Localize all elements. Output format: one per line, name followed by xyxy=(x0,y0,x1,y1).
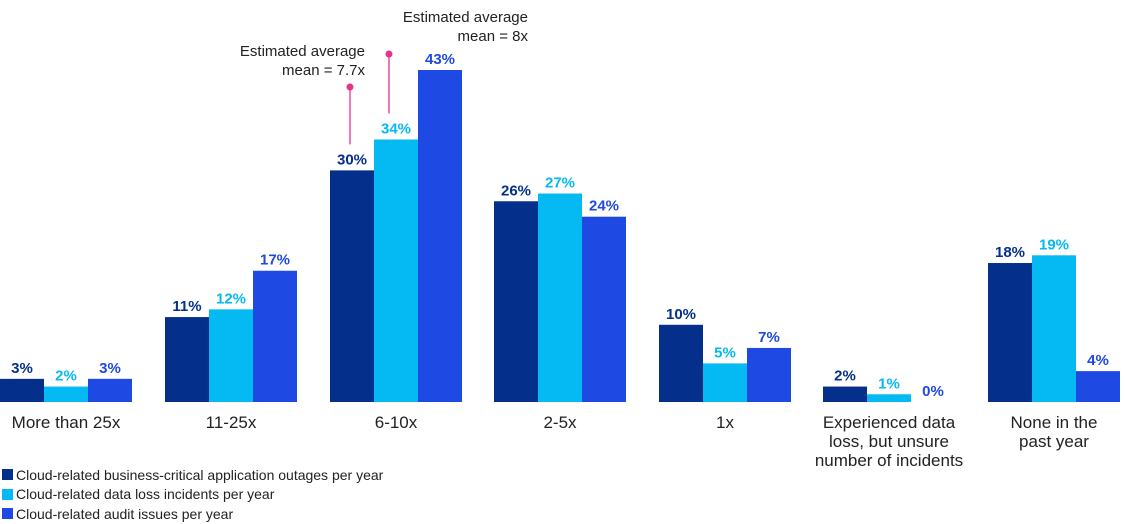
value-label: 11% xyxy=(172,298,201,315)
category-label-line: 11-25x xyxy=(206,413,257,432)
bar-2-4 xyxy=(538,193,582,402)
category-label: 6-10x xyxy=(375,413,418,432)
value-label: 19% xyxy=(1039,236,1069,253)
bar-2-6 xyxy=(867,394,911,402)
value-label: 18% xyxy=(995,244,1025,261)
value-labels-group: 3% 2% 3% 11% 12% 17% 30% 34% 43% 26% 27% 24% 10% 5% 7%… xyxy=(11,51,1109,400)
value-label: 10% xyxy=(666,306,696,323)
bar-3-3 xyxy=(418,70,462,402)
category-label: 11-25x xyxy=(206,413,257,432)
value-label: 2% xyxy=(834,368,856,385)
chart-legend: Cloud-related business-critical applicat… xyxy=(2,465,383,524)
value-label: 1% xyxy=(878,375,900,392)
value-label: 30% xyxy=(337,151,367,168)
bar-3-5 xyxy=(747,347,791,402)
category-label: More than 25x xyxy=(12,413,121,432)
category-label-line: Experienced data xyxy=(823,413,956,432)
category-label-line: 2-5x xyxy=(543,413,577,432)
value-label: 2% xyxy=(55,368,77,385)
value-label: 24% xyxy=(589,198,619,215)
bar-1-2 xyxy=(165,317,209,402)
value-label: 0% xyxy=(922,383,944,400)
annotation-text: Estimated average mean = 8x xyxy=(403,9,529,45)
bar-1-3 xyxy=(330,170,374,402)
annotation-text: Estimated average mean = 7.7x xyxy=(240,43,366,79)
value-label: 17% xyxy=(260,252,290,269)
bar-1-1 xyxy=(0,378,44,402)
bar-3-7 xyxy=(1076,371,1120,402)
bars-group xyxy=(0,70,1120,402)
bar-2-7 xyxy=(1032,255,1076,402)
category-label-line: 6-10x xyxy=(375,413,418,432)
category-label-line: None in the xyxy=(1011,413,1098,432)
legend-swatch xyxy=(2,508,13,520)
annotation-text-line: mean = 8x xyxy=(458,28,529,45)
bar-3-4 xyxy=(582,216,626,402)
bar-1-6 xyxy=(823,386,867,402)
bar-2-5 xyxy=(703,363,747,402)
bar-2-2 xyxy=(209,309,253,402)
legend-item: Cloud-related business-critical applicat… xyxy=(2,465,383,485)
value-label: 5% xyxy=(714,344,736,361)
legend-swatch xyxy=(2,488,13,500)
bar-3-2 xyxy=(253,270,297,402)
category-label: Experienced data loss, but unsure number o… xyxy=(815,413,963,470)
category-label-line: loss, but unsure xyxy=(829,432,949,451)
category-label-line: number of incidents xyxy=(815,451,963,470)
category-label-line: 1x xyxy=(716,413,734,432)
value-label: 7% xyxy=(758,329,780,346)
bar-2-3 xyxy=(374,139,418,402)
legend-label: Cloud-related business-critical applicat… xyxy=(16,466,384,483)
legend-item: Cloud-related data loss incidents per ye… xyxy=(2,485,383,505)
legend-item: Cloud-related audit issues per year xyxy=(2,504,383,524)
bar-1-7 xyxy=(988,263,1032,402)
annotation-text-line: Estimated average xyxy=(403,9,528,26)
legend-swatch xyxy=(2,469,13,481)
category-labels-group: More than 25x 11-25x 6-10x 2-5x 1x Experience… xyxy=(12,413,1098,470)
value-label: 27% xyxy=(545,175,575,192)
bar-2-1 xyxy=(44,386,88,402)
value-label: 26% xyxy=(501,182,531,199)
category-label: 2-5x xyxy=(543,413,577,432)
annotation-text-line: mean = 7.7x xyxy=(282,62,365,79)
bar-1-5 xyxy=(659,324,703,402)
value-label: 43% xyxy=(425,51,455,68)
legend-label: Cloud-related data loss incidents per ye… xyxy=(16,486,275,503)
value-label: 12% xyxy=(216,290,246,307)
category-label: None in the past year xyxy=(1011,413,1098,451)
annotation-text-line: Estimated average xyxy=(240,43,365,60)
bar-1-4 xyxy=(494,201,538,402)
value-label: 34% xyxy=(381,120,411,137)
category-label: 1x xyxy=(716,413,734,432)
value-label: 3% xyxy=(11,360,33,377)
value-label: 3% xyxy=(99,360,121,377)
bar-3-1 xyxy=(88,378,132,402)
annotation-dot xyxy=(385,50,393,58)
annotation-dot xyxy=(346,83,354,91)
category-label-line: More than 25x xyxy=(12,413,121,432)
value-label: 4% xyxy=(1087,352,1109,369)
category-label-line: past year xyxy=(1019,432,1089,451)
legend-label: Cloud-related audit issues per year xyxy=(16,505,234,522)
